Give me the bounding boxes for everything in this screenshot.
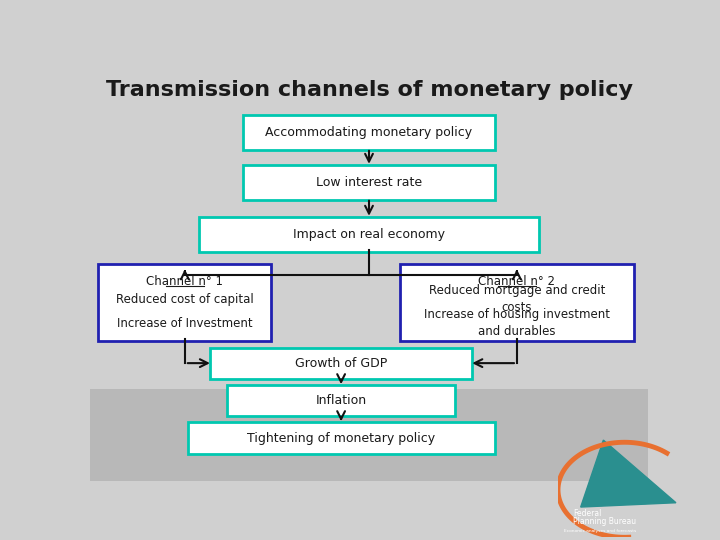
Text: Low interest rate: Low interest rate — [316, 176, 422, 189]
FancyBboxPatch shape — [227, 385, 456, 416]
Text: Inflation: Inflation — [315, 394, 366, 407]
Text: Reduced mortgage and credit
costs: Reduced mortgage and credit costs — [428, 284, 605, 314]
FancyBboxPatch shape — [243, 114, 495, 150]
Text: Federal: Federal — [573, 509, 601, 518]
Text: Increase of housing investment
and durables: Increase of housing investment and durab… — [424, 308, 610, 338]
FancyBboxPatch shape — [400, 265, 634, 341]
Text: Reduced cost of capital: Reduced cost of capital — [116, 293, 253, 306]
Text: Growth of GDP: Growth of GDP — [295, 356, 387, 370]
Text: Tightening of monetary policy: Tightening of monetary policy — [247, 431, 435, 444]
Polygon shape — [581, 440, 676, 507]
Text: Channel n° 2: Channel n° 2 — [478, 274, 555, 287]
Text: Planning Bureau: Planning Bureau — [573, 517, 636, 526]
Text: Increase of Investment: Increase of Investment — [117, 317, 253, 330]
Text: Economic analyses and forecasts: Economic analyses and forecasts — [564, 529, 636, 533]
FancyBboxPatch shape — [188, 422, 495, 454]
Text: Transmission channels of monetary policy: Transmission channels of monetary policy — [106, 80, 632, 100]
FancyBboxPatch shape — [243, 165, 495, 200]
FancyBboxPatch shape — [99, 265, 271, 341]
Text: Accommodating monetary policy: Accommodating monetary policy — [266, 126, 472, 139]
Bar — [90, 389, 648, 481]
FancyBboxPatch shape — [199, 217, 539, 252]
Text: Channel n° 1: Channel n° 1 — [146, 274, 223, 287]
Text: Impact on real economy: Impact on real economy — [293, 228, 445, 241]
FancyBboxPatch shape — [210, 348, 472, 379]
